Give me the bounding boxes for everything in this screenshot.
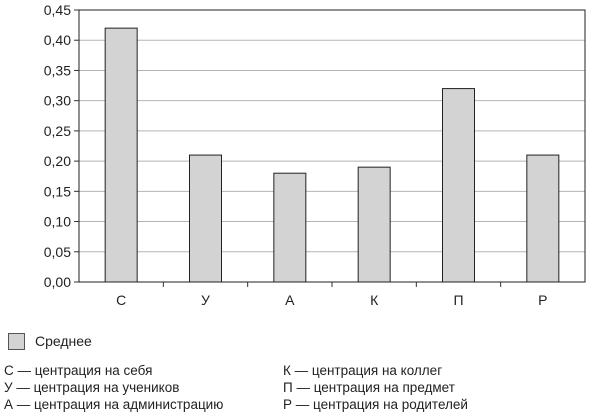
x-tick-label: У bbox=[201, 292, 210, 308]
bar bbox=[104, 27, 138, 283]
bar bbox=[526, 154, 560, 283]
bar bbox=[357, 166, 391, 283]
legend-label: Среднее bbox=[35, 333, 92, 349]
y-tick-label: 0,20 bbox=[44, 153, 71, 169]
bars bbox=[104, 27, 560, 283]
y-tick-label: 0,25 bbox=[44, 123, 71, 139]
note-u: У — центрация на учеников bbox=[4, 380, 180, 395]
x-tick-label: А bbox=[285, 292, 295, 308]
note-a: А — центрация на администрацию bbox=[4, 397, 224, 412]
bar bbox=[189, 154, 222, 283]
x-tick-label: К bbox=[370, 292, 379, 308]
plot-border bbox=[78, 9, 586, 283]
abbreviation-notes-left: С — центрация на себя У — центрация на у… bbox=[4, 362, 223, 413]
note-p: П — центрация на предмет bbox=[283, 380, 455, 395]
legend: Среднее bbox=[8, 330, 92, 352]
x-tick-label: Р bbox=[538, 292, 547, 308]
note-s: С — центрация на себя bbox=[4, 363, 153, 378]
x-tick-label: С bbox=[116, 292, 126, 308]
y-tick-label: 0,30 bbox=[44, 93, 71, 109]
plot-frame bbox=[78, 9, 586, 283]
note-k: К — центрация на коллег bbox=[283, 363, 443, 378]
bar-chart: 0,00 0,05 0,10 0,15 0,20 0,25 0,30 0,35 0,40 0,45… bbox=[44, 2, 586, 308]
bar bbox=[273, 172, 307, 283]
bar bbox=[442, 88, 475, 283]
y-tick-label: 0,45 bbox=[44, 2, 71, 18]
legend-swatch bbox=[8, 332, 25, 350]
abbreviation-notes-right: К — центрация на коллег П — центрация на… bbox=[283, 362, 468, 413]
y-tick-label: 0,15 bbox=[44, 183, 71, 199]
y-tick-label: 0,35 bbox=[44, 62, 71, 78]
y-tick-label: 0,00 bbox=[44, 274, 71, 290]
y-tick-label: 0,10 bbox=[44, 214, 71, 230]
y-tick-label: 0,40 bbox=[44, 32, 71, 48]
y-tick-label: 0,05 bbox=[44, 244, 71, 260]
gridlines bbox=[79, 39, 585, 253]
note-r: Р — центрация на родителей bbox=[283, 397, 468, 412]
x-tick-label: П bbox=[453, 292, 463, 308]
y-axis-ticks: 0,00 0,05 0,10 0,15 0,20 0,25 0,30 0,35 0,40 0,45 bbox=[44, 2, 79, 290]
